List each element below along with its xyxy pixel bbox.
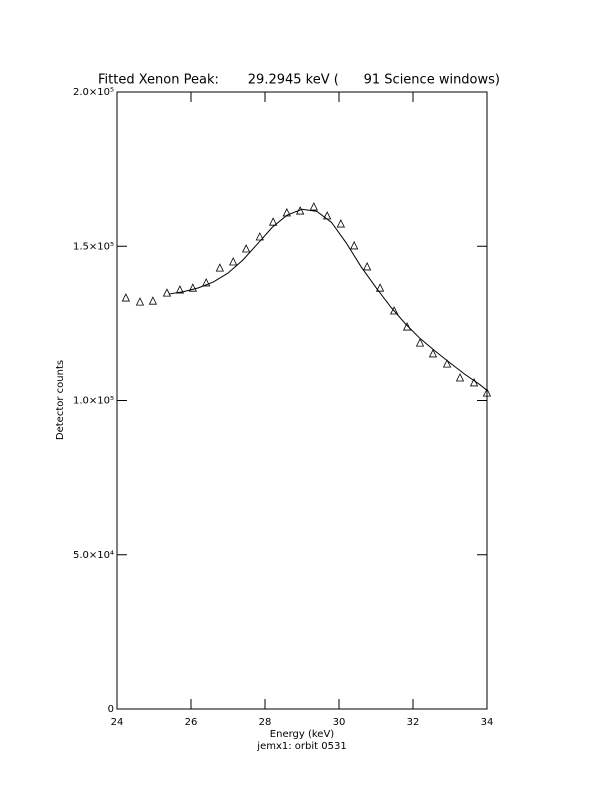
x-tick-label: 26 bbox=[185, 717, 198, 728]
data-point bbox=[241, 244, 251, 253]
data-point bbox=[255, 232, 264, 241]
data-point bbox=[336, 219, 345, 228]
data-point bbox=[188, 283, 197, 292]
data-point bbox=[375, 283, 385, 292]
data-point bbox=[415, 338, 425, 347]
x-tick-label: 28 bbox=[259, 717, 272, 728]
y-tick-label: 1.5×10⁵ bbox=[73, 241, 114, 252]
y-tick-label: 2.0×10⁵ bbox=[73, 87, 114, 98]
data-point bbox=[455, 373, 465, 382]
data-point bbox=[350, 241, 359, 250]
data-point bbox=[162, 288, 172, 297]
x-tick-label: 32 bbox=[407, 717, 420, 728]
data-point bbox=[215, 263, 225, 272]
data-point bbox=[389, 306, 399, 315]
data-point bbox=[482, 388, 492, 397]
x-tick-label: 30 bbox=[333, 717, 346, 728]
data-point bbox=[135, 297, 145, 306]
data-point bbox=[121, 293, 131, 302]
y-axis-label: Detector counts bbox=[55, 360, 66, 440]
plot-frame bbox=[116, 91, 488, 710]
data-point bbox=[402, 322, 412, 331]
y-tick-label: 0 bbox=[108, 704, 114, 715]
data-point bbox=[442, 359, 452, 368]
y-tick-label: 1.0×10⁵ bbox=[73, 396, 114, 407]
data-point bbox=[428, 349, 438, 358]
y-tick-label: 5.0×10⁴ bbox=[73, 550, 114, 561]
data-point bbox=[148, 296, 158, 305]
x-tick-label: 34 bbox=[481, 717, 494, 728]
data-point bbox=[309, 202, 318, 211]
data-point bbox=[202, 278, 211, 287]
footer: jemx1: orbit 0531 bbox=[256, 741, 346, 752]
chart-title: Fitted Xenon Peak: 29.2945 keV ( 91 Scie… bbox=[98, 73, 500, 88]
data-point bbox=[323, 211, 332, 220]
x-tick-label: 24 bbox=[111, 717, 124, 728]
data-point bbox=[175, 285, 185, 294]
data-point bbox=[268, 217, 278, 226]
fit-line bbox=[168, 208, 488, 391]
data-point bbox=[362, 262, 372, 271]
x-axis-label: Energy (keV) bbox=[270, 729, 335, 740]
data-point bbox=[229, 257, 238, 266]
